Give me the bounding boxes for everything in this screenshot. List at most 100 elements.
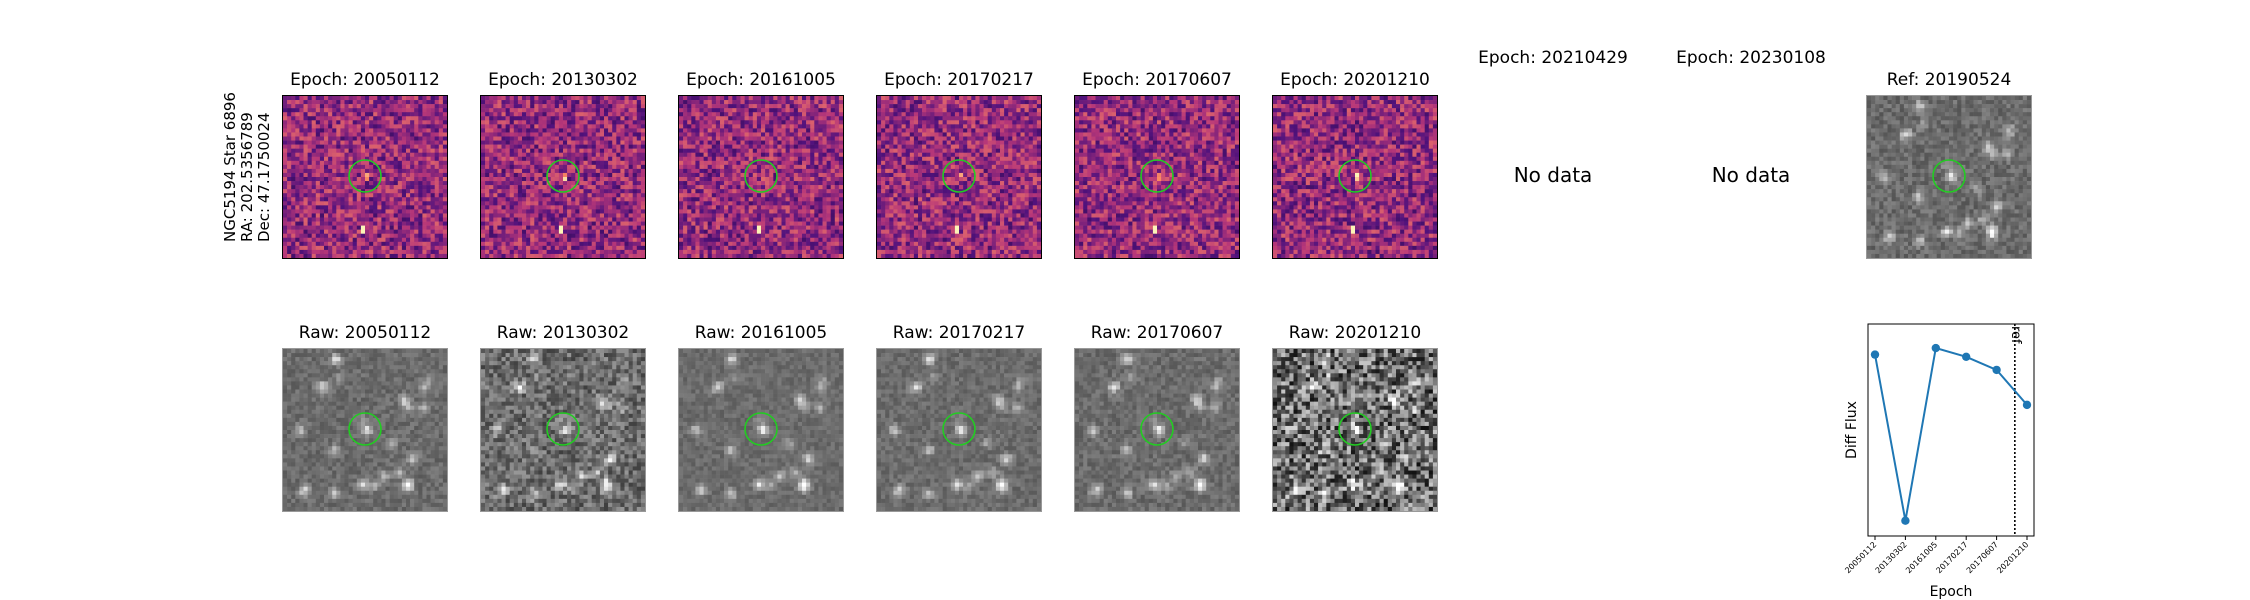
- pixel: [332, 128, 337, 133]
- pixel: [679, 124, 684, 129]
- pixel: [781, 221, 786, 226]
- pixel: [703, 177, 708, 182]
- pixel: [344, 156, 349, 162]
- pixel: [401, 229, 407, 234]
- pixel: [563, 177, 568, 182]
- pixel: [550, 164, 556, 170]
- pixel: [604, 124, 609, 129]
- pixel: [826, 156, 831, 162]
- pixel: [711, 96, 717, 101]
- pixel: [360, 172, 366, 178]
- pixel: [777, 237, 782, 243]
- pixel: [505, 128, 510, 133]
- pixel: [534, 144, 539, 149]
- pixel: [332, 112, 337, 117]
- pixel: [352, 237, 358, 243]
- pixel: [797, 172, 803, 178]
- pixel: [830, 136, 836, 141]
- pixel: [489, 181, 494, 186]
- pixel: [332, 189, 337, 194]
- pixel: [558, 237, 564, 243]
- pixel: [406, 128, 411, 133]
- pixel: [773, 241, 778, 247]
- pixel: [299, 221, 304, 226]
- pixel: [485, 160, 490, 166]
- pixel: [485, 128, 490, 133]
- pixel: [612, 229, 617, 234]
- pixel: [604, 253, 609, 258]
- pixel: [826, 172, 831, 178]
- pixel: [748, 181, 754, 186]
- pixel: [315, 116, 321, 121]
- pixel: [620, 100, 625, 105]
- pixel: [481, 185, 486, 190]
- pixel: [826, 128, 831, 133]
- pixel: [356, 120, 362, 125]
- pixel: [571, 205, 576, 210]
- pixel: [579, 253, 584, 258]
- pixel: [640, 104, 645, 109]
- pixel: [679, 185, 684, 190]
- pixel: [583, 148, 588, 153]
- pixel: [348, 185, 353, 190]
- pixel: [295, 124, 300, 129]
- pixel: [438, 189, 444, 194]
- pixel: [583, 201, 588, 206]
- pixel: [546, 189, 551, 194]
- pixel: [834, 181, 840, 186]
- pixel: [422, 221, 427, 226]
- pixel: [838, 197, 843, 202]
- pixel: [818, 229, 823, 234]
- pixel: [295, 185, 300, 190]
- pixel: [591, 217, 597, 222]
- pixel: [550, 132, 556, 137]
- pixel: [793, 116, 799, 121]
- pixel: [526, 100, 531, 105]
- pixel: [583, 217, 588, 222]
- pixel: [295, 156, 300, 162]
- pixel: [299, 237, 304, 243]
- pixel: [687, 193, 692, 198]
- pixel: [291, 116, 296, 121]
- pixel: [773, 245, 778, 251]
- pixel: [550, 108, 556, 113]
- pixel: [522, 148, 527, 153]
- pixel: [724, 177, 729, 182]
- pixel: [822, 100, 827, 105]
- pixel: [695, 144, 700, 149]
- pixel: [430, 104, 435, 109]
- pixel: [315, 160, 321, 166]
- pixel: [687, 217, 692, 222]
- pixel: [385, 237, 390, 243]
- pixel: [691, 124, 696, 129]
- pixel: [769, 237, 774, 243]
- pixel: [761, 185, 766, 190]
- pixel: [311, 108, 317, 113]
- pixel: [797, 160, 803, 166]
- pixel: [414, 164, 419, 170]
- pixel: [636, 253, 642, 258]
- pixel: [616, 233, 621, 239]
- pixel: [679, 221, 684, 226]
- pixel: [377, 104, 382, 109]
- pixel: [522, 221, 527, 226]
- pixel: [579, 241, 584, 247]
- pixel: [612, 205, 617, 210]
- pixel: [509, 116, 515, 121]
- pixel: [546, 197, 551, 202]
- pixel: [793, 217, 799, 222]
- pixel: [397, 241, 403, 247]
- pixel: [554, 128, 560, 133]
- pixel: [534, 205, 539, 210]
- pixel: [344, 221, 349, 226]
- pixel: [554, 205, 560, 210]
- pixel: [534, 249, 539, 255]
- pixel: [509, 172, 515, 178]
- pixel: [959, 104, 964, 109]
- pixel: [538, 140, 543, 145]
- pixel: [591, 104, 597, 109]
- pixel: [810, 168, 815, 174]
- pixel: [756, 96, 762, 101]
- pixel: [707, 197, 713, 202]
- pixel: [311, 100, 317, 105]
